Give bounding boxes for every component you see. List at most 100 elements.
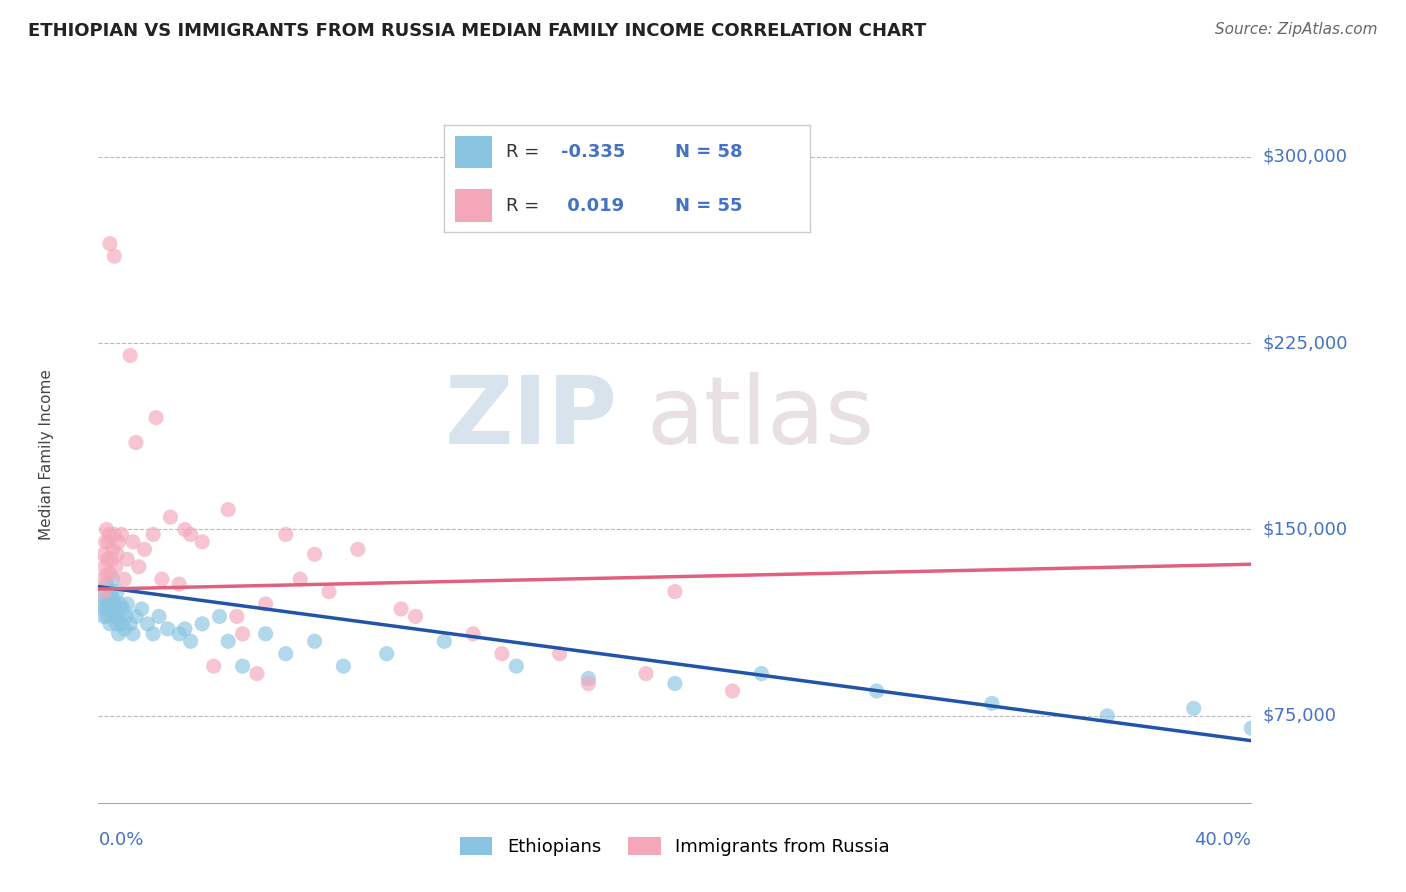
Point — [100, 602, 122, 616]
Point — [108, 609, 131, 624]
Point — [174, 622, 197, 636]
Point — [97, 597, 120, 611]
Point — [97, 552, 120, 566]
Point — [231, 659, 254, 673]
Point — [346, 542, 368, 557]
Point — [1097, 708, 1119, 723]
Point — [117, 552, 138, 566]
Point — [94, 534, 117, 549]
Point — [112, 572, 135, 586]
Point — [128, 559, 150, 574]
Point — [110, 616, 132, 631]
Point — [125, 435, 148, 450]
Point — [180, 527, 202, 541]
Point — [180, 634, 202, 648]
Point — [254, 597, 277, 611]
Point — [101, 542, 124, 557]
Text: $75,000: $75,000 — [1263, 706, 1337, 725]
Point — [145, 410, 167, 425]
Point — [100, 567, 122, 582]
Text: ZIP: ZIP — [444, 372, 617, 464]
Point — [375, 647, 398, 661]
Point — [136, 616, 159, 631]
Point — [304, 634, 326, 648]
Point — [96, 567, 118, 582]
Point — [94, 602, 117, 616]
Point — [1240, 721, 1263, 735]
Point — [461, 627, 484, 641]
Point — [246, 666, 269, 681]
Text: R =: R = — [506, 196, 546, 214]
Point — [332, 659, 354, 673]
Point — [159, 510, 181, 524]
Point — [96, 523, 118, 537]
Point — [100, 552, 122, 566]
Text: atlas: atlas — [647, 372, 875, 464]
Point — [117, 597, 138, 611]
Point — [548, 647, 571, 661]
Point — [318, 584, 340, 599]
Point — [91, 572, 114, 586]
Point — [148, 609, 170, 624]
Point — [217, 634, 239, 648]
Point — [167, 627, 190, 641]
Point — [108, 597, 131, 611]
Point — [103, 597, 125, 611]
Point — [290, 572, 312, 586]
Point — [97, 602, 120, 616]
Point — [110, 527, 132, 541]
Point — [101, 572, 124, 586]
Text: -0.335: -0.335 — [561, 143, 626, 161]
Point — [865, 684, 889, 698]
Point — [167, 577, 190, 591]
Point — [405, 609, 427, 624]
Point — [98, 527, 121, 541]
Legend: Ethiopians, Immigrants from Russia: Ethiopians, Immigrants from Russia — [453, 830, 897, 863]
Point — [93, 584, 115, 599]
Point — [505, 659, 527, 673]
Point — [254, 627, 277, 641]
Text: N = 58: N = 58 — [675, 143, 742, 161]
Point — [104, 559, 127, 574]
Point — [576, 676, 599, 690]
Text: ETHIOPIAN VS IMMIGRANTS FROM RUSSIA MEDIAN FAMILY INCOME CORRELATION CHART: ETHIOPIAN VS IMMIGRANTS FROM RUSSIA MEDI… — [28, 22, 927, 40]
Point — [225, 609, 247, 624]
Point — [664, 676, 686, 690]
Text: $225,000: $225,000 — [1263, 334, 1348, 352]
Text: 0.0%: 0.0% — [98, 830, 143, 848]
Point — [112, 622, 135, 636]
Point — [120, 616, 142, 631]
Point — [721, 684, 744, 698]
Point — [97, 534, 120, 549]
Text: R =: R = — [506, 143, 546, 161]
Point — [114, 609, 136, 624]
Point — [103, 592, 125, 607]
Point — [636, 666, 658, 681]
Point — [274, 527, 297, 541]
Point — [981, 697, 1004, 711]
Point — [156, 622, 179, 636]
Point — [104, 609, 127, 624]
Text: $150,000: $150,000 — [1263, 520, 1348, 539]
Point — [105, 616, 128, 631]
Point — [100, 584, 122, 599]
Point — [93, 609, 115, 624]
Point — [131, 602, 153, 616]
Text: 40.0%: 40.0% — [1195, 830, 1251, 848]
Point — [576, 672, 599, 686]
Point — [98, 592, 121, 607]
Point — [93, 547, 115, 561]
Point — [125, 609, 148, 624]
Point — [105, 547, 128, 561]
Point — [93, 584, 115, 599]
Point — [91, 597, 114, 611]
Point — [96, 577, 118, 591]
Point — [96, 609, 118, 624]
Point — [134, 542, 156, 557]
Point — [94, 559, 117, 574]
Point — [491, 647, 513, 661]
Point — [1182, 701, 1205, 715]
Point — [751, 666, 773, 681]
Point — [98, 236, 121, 251]
Point — [142, 527, 165, 541]
